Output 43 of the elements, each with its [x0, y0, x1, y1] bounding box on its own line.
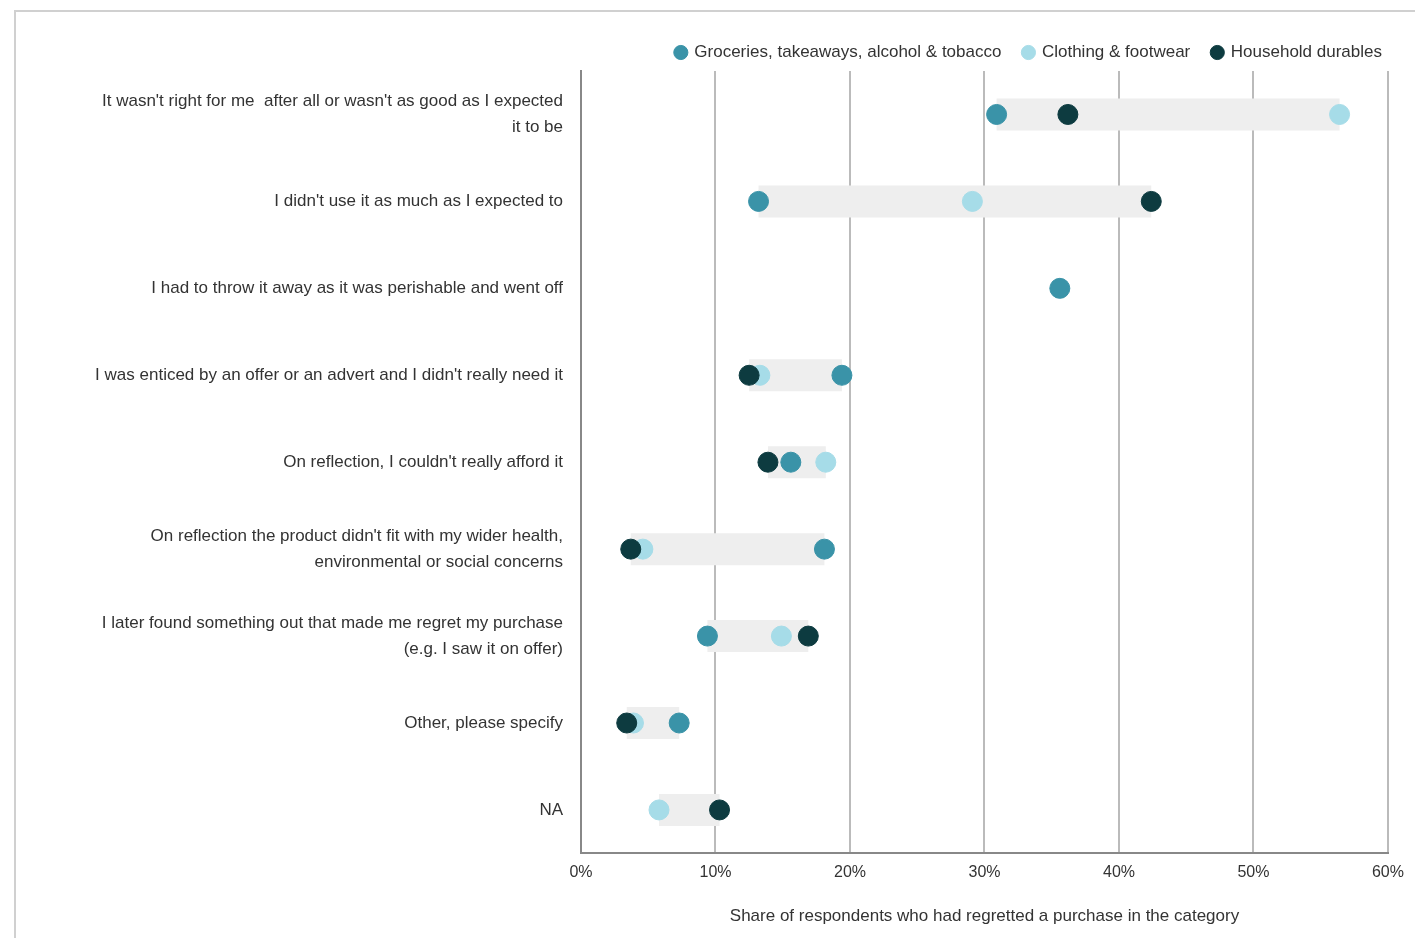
point [770, 625, 792, 647]
x-tick-label: 10% [699, 863, 732, 881]
point [797, 625, 819, 647]
legend-label: Groceries, takeaways, alcohol & tobacco [694, 42, 1002, 62]
y-tick-label: I had to throw it away as it was perishable and went off [151, 278, 564, 298]
y-tick-label: It wasn't right for me after all or wasn't as good as I expected it to be [102, 91, 563, 136]
point [986, 103, 1008, 125]
bar [758, 185, 1152, 218]
x-tick-label: 60% [1371, 863, 1404, 881]
y-tick-label: I didn't use it as much as I expected to [274, 191, 563, 211]
point [815, 451, 837, 473]
y-tick-label: NA [539, 799, 564, 819]
point [668, 712, 690, 734]
point [748, 190, 770, 212]
point [1329, 103, 1351, 125]
legend-label: Household durables [1230, 42, 1382, 62]
x-tick-label: 50% [1237, 863, 1270, 881]
bar [996, 98, 1340, 131]
y-tick-label: Other, please specify [404, 712, 564, 732]
bar [630, 533, 825, 566]
point [961, 190, 983, 212]
y-tick-label: I later found something out that made me regret my purchase (e.g. I saw it on offer) [101, 613, 563, 658]
x-tick-label: 40% [1102, 863, 1136, 881]
x-axis-title: Share of respondents who had regretted a purchase in the category [729, 906, 1240, 926]
y-tick-label: On reflection, I couldn't really afford it [283, 451, 564, 471]
y-tick-label: On reflection the product didn't fit with my wider health, environmental or social concerns [150, 526, 563, 571]
point [696, 625, 718, 647]
y-tick-label: I was enticed by an offer or an advert and I didn't really need it [95, 364, 564, 384]
point [831, 364, 853, 386]
point [620, 538, 642, 560]
point [1057, 103, 1079, 125]
point [709, 799, 731, 821]
x-tick-label: 20% [833, 863, 867, 881]
point [813, 538, 835, 560]
point [616, 712, 638, 734]
legend-label: Clothing & footwear [1041, 42, 1191, 62]
point [757, 451, 779, 473]
point [648, 799, 670, 821]
point [1140, 190, 1162, 212]
point [1049, 277, 1071, 299]
x-tick-label: 0% [569, 863, 593, 881]
x-tick-label: 30% [968, 863, 1001, 881]
point [738, 364, 760, 386]
